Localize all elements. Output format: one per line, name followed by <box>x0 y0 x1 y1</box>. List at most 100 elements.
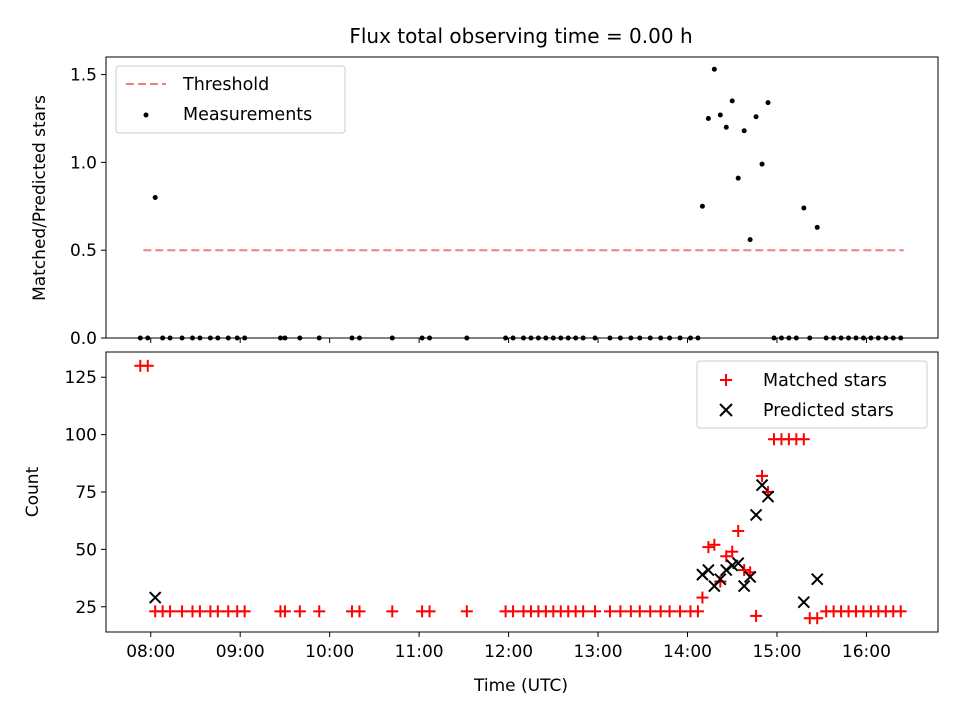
x-tick-label: 09:00 <box>216 642 265 662</box>
measurement-point <box>814 224 820 230</box>
y-tick-label: 75 <box>75 483 97 503</box>
measurement-point <box>729 98 735 104</box>
x-tick-label: 11:00 <box>395 642 444 662</box>
matched-star-point <box>644 605 657 618</box>
matched-star-point <box>176 605 189 618</box>
predicted-star-point <box>731 556 745 570</box>
measurement-point <box>753 114 759 120</box>
counts-panel: 25 50 75 100 125 08:00 09:00 10:00 11:00 12:00 13… <box>23 351 939 696</box>
x-tick-label: 14:00 <box>663 642 712 662</box>
matched-star-point <box>738 564 751 577</box>
x-tick-label: 10:00 <box>305 642 354 662</box>
measurement-point <box>735 175 741 181</box>
counts-legend-box <box>696 360 928 429</box>
matched-star-point <box>507 605 520 618</box>
y-tick-label: 100 <box>65 426 97 446</box>
measurement-point <box>759 161 765 167</box>
matched-star-point <box>423 605 436 618</box>
ratio-y-ticks: 0.0 0.5 1.0 1.5 <box>70 66 106 349</box>
top-chart-title: Flux total observing time = 0.00 h <box>349 24 692 48</box>
matched-star-point <box>589 605 602 618</box>
predicted-legend-label: Predicted stars <box>763 401 894 421</box>
matched-star-point <box>278 605 291 618</box>
y-tick-label: 0.5 <box>70 241 97 261</box>
matched-star-point <box>141 359 154 372</box>
counts-y-axis-label: Count <box>23 466 43 517</box>
matched-star-point <box>674 605 687 618</box>
predicted-legend-marker <box>719 403 733 417</box>
matched-star-point <box>726 545 739 558</box>
matched-star-point <box>577 605 590 618</box>
matched-star-point <box>353 605 366 618</box>
x-tick-label: 08:00 <box>126 642 175 662</box>
counts-x-axis-label: Time (UTC) <box>473 676 568 696</box>
matched-star-point <box>460 605 473 618</box>
matched-star-point <box>797 433 810 446</box>
matched-star-point <box>732 525 745 538</box>
y-tick-label: 50 <box>75 540 97 560</box>
predicted-star-point <box>761 490 775 503</box>
ratio-legend: Threshold Measurements <box>115 65 346 134</box>
matched-star-point <box>756 469 769 482</box>
matched-star-point <box>811 612 824 625</box>
ratio-panel: 0.0 0.5 1.0 1.5 Matched/Predicted stars Thr… <box>30 56 939 349</box>
x-tick-label: 12:00 <box>484 642 533 662</box>
matched-legend-label: Matched stars <box>763 371 887 391</box>
predicted-star-point <box>811 573 824 586</box>
matched-star-point <box>708 538 721 551</box>
counts-marks <box>134 359 907 625</box>
measurement-point <box>741 128 747 134</box>
measurements-legend-label: Measurements <box>183 105 312 125</box>
matched-star-point <box>238 605 251 618</box>
matched-star-point <box>894 605 907 618</box>
ratio-marks <box>137 66 904 341</box>
matched-star-point <box>603 605 616 618</box>
matched-star-point <box>293 605 306 618</box>
matched-star-point <box>633 605 646 618</box>
measurement-point <box>747 237 753 243</box>
measurements-legend-marker <box>143 112 149 118</box>
measurement-point <box>711 66 717 72</box>
matched-star-point <box>193 605 206 618</box>
ratio-x-ticks <box>150 338 867 343</box>
matched-star-point <box>702 541 715 554</box>
counts-x-ticks: 08:00 09:00 10:00 11:00 12:00 13:00 14:00 15:00… <box>126 632 891 662</box>
matched-star-point <box>663 605 676 618</box>
matched-star-point <box>696 591 709 604</box>
y-tick-label: 1.0 <box>70 153 97 173</box>
predicted-star-point <box>148 591 162 604</box>
matched-star-point <box>164 605 177 618</box>
x-tick-label: 13:00 <box>574 642 623 662</box>
threshold-legend-label: Threshold <box>182 75 269 95</box>
predicted-star-point <box>714 573 727 586</box>
predicted-star-point <box>797 595 811 609</box>
y-tick-label: 125 <box>65 368 97 388</box>
measurement-point <box>699 203 705 209</box>
y-tick-label: 1.5 <box>70 66 97 86</box>
measurement-point <box>801 205 807 211</box>
measurement-point <box>723 124 729 130</box>
predicted-star-point <box>702 563 715 577</box>
counts-y-ticks: 25 50 75 100 125 <box>65 368 106 618</box>
x-tick-label: 16:00 <box>842 642 891 662</box>
x-tick-label: 15:00 <box>752 642 801 662</box>
measurement-point <box>705 115 711 121</box>
matched-star-point <box>614 605 627 618</box>
matched-star-point <box>211 605 224 618</box>
counts-legend: Matched stars Predicted stars <box>696 360 928 429</box>
y-tick-label: 0.0 <box>70 329 97 349</box>
matched-star-point <box>750 609 763 622</box>
measurement-point <box>717 112 723 118</box>
predicted-star-point <box>749 508 763 522</box>
predicted-star-point <box>737 579 751 593</box>
measurement-point <box>152 195 158 200</box>
matched-legend-marker <box>720 374 732 386</box>
predicted-star-point <box>755 478 769 492</box>
matched-star-point <box>313 605 326 618</box>
predicted-star-point <box>743 570 757 584</box>
measurement-point <box>765 100 771 106</box>
matched-star-point <box>691 605 704 618</box>
matched-star-point <box>386 605 399 618</box>
ratio-axes-frame <box>105 56 939 339</box>
